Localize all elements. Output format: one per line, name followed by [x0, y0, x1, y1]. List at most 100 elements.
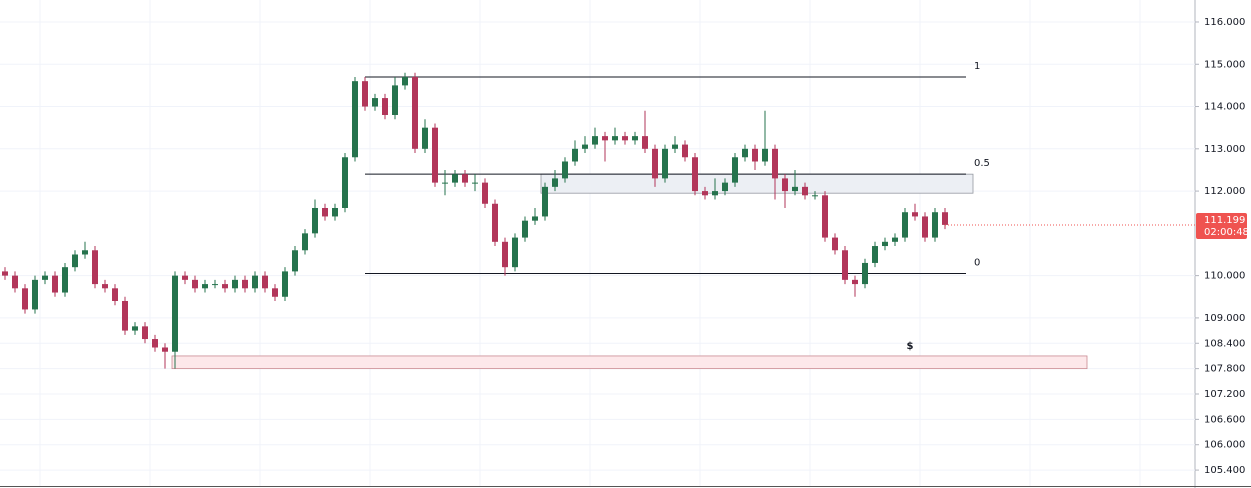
candle-body — [852, 279, 858, 285]
candle-body — [742, 148, 748, 158]
candle-body — [232, 279, 238, 289]
candle-body — [342, 157, 348, 208]
candle-body — [662, 148, 668, 179]
candle-body — [72, 254, 78, 268]
candle-body — [802, 186, 808, 196]
candle-body — [612, 136, 618, 141]
candle-body — [122, 300, 128, 331]
candle-body — [512, 237, 518, 268]
y-tick-label: 105.400 — [1204, 465, 1245, 476]
countdown-label: 02:00:48 — [1204, 227, 1249, 238]
candle-body — [932, 212, 938, 238]
candle-body — [102, 284, 108, 289]
candle-body — [112, 288, 118, 301]
candle-body — [132, 326, 138, 331]
candle-body — [432, 127, 438, 183]
candle-body — [192, 279, 198, 289]
candle-body — [872, 246, 878, 263]
candle-body — [792, 186, 798, 192]
y-tick-label: 106.600 — [1204, 414, 1245, 425]
candle-body — [922, 216, 928, 238]
candle-body — [372, 98, 378, 107]
candle-body — [392, 85, 398, 115]
candle-body — [732, 157, 738, 183]
y-tick-label: 107.800 — [1204, 364, 1245, 375]
y-tick-label: 106.000 — [1204, 440, 1245, 451]
candle-body — [212, 284, 218, 286]
y-tick-label: 107.200 — [1204, 389, 1245, 400]
candle-body — [622, 136, 628, 141]
candle-body — [422, 127, 428, 149]
candle-body — [682, 144, 688, 158]
candle-body — [832, 237, 838, 251]
candle-body — [842, 250, 848, 280]
candle-body — [752, 148, 758, 162]
candle-body — [602, 136, 608, 141]
candle-body — [642, 136, 648, 149]
zone-label: $ — [907, 341, 914, 352]
candle-body — [582, 144, 588, 149]
y-tick-label: 115.000 — [1204, 59, 1245, 70]
candle-body — [22, 288, 28, 310]
candle-body — [362, 81, 368, 107]
candle-body — [822, 195, 828, 238]
candle-body — [652, 148, 658, 179]
candle-body — [252, 275, 258, 289]
fib-label: 0 — [974, 258, 980, 269]
candle-body — [92, 250, 98, 285]
candle-body — [502, 241, 508, 268]
candle-body — [172, 275, 178, 352]
candle-body — [312, 207, 318, 234]
fib-label: 0.5 — [974, 158, 990, 169]
y-tick-label: 114.000 — [1204, 102, 1245, 113]
candle-body — [182, 275, 188, 280]
candle-body — [52, 275, 58, 293]
candle-body — [492, 203, 498, 242]
candle-body — [482, 182, 488, 204]
candle-body — [152, 339, 158, 348]
candle-body — [282, 271, 288, 297]
candle-body — [82, 250, 88, 255]
price-label: 111.199 — [1204, 215, 1245, 226]
y-tick-label: 112.000 — [1204, 186, 1245, 197]
candle-body — [402, 76, 408, 86]
candle-body — [332, 207, 338, 217]
candle-body — [882, 241, 888, 247]
candle-body — [892, 237, 898, 242]
candle-body — [202, 284, 208, 289]
candle-body — [262, 275, 268, 289]
candle-body — [162, 347, 168, 352]
candle-body — [862, 262, 868, 285]
candle-body — [522, 220, 528, 238]
candle-body — [592, 136, 598, 145]
candle-body — [412, 76, 418, 149]
candle-body — [322, 207, 328, 217]
zone — [540, 173, 974, 194]
y-tick-label: 113.000 — [1204, 144, 1245, 155]
candle-body — [32, 279, 38, 310]
candle-body — [632, 136, 638, 141]
candle-body — [222, 284, 228, 289]
candle-body — [62, 267, 68, 293]
candle-body — [382, 98, 388, 115]
y-tick-label: 108.400 — [1204, 338, 1245, 349]
candle-body — [552, 178, 558, 187]
candle-body — [942, 212, 948, 225]
candle-body — [572, 148, 578, 162]
candle-body — [672, 144, 678, 149]
candle-body — [292, 250, 298, 272]
candle-body — [782, 178, 788, 192]
price-label-box — [1196, 212, 1247, 239]
candle-body — [2, 271, 8, 276]
candle-body — [722, 182, 728, 192]
candle-body — [712, 191, 718, 196]
zone — [171, 355, 1088, 370]
candle-body — [142, 326, 148, 340]
candle-body — [302, 233, 308, 251]
fib-label: 1 — [974, 61, 980, 72]
y-tick-label: 110.000 — [1204, 271, 1245, 282]
candle-body — [462, 174, 468, 183]
candle-body — [352, 81, 358, 158]
y-tick-label: 116.000 — [1204, 17, 1245, 28]
